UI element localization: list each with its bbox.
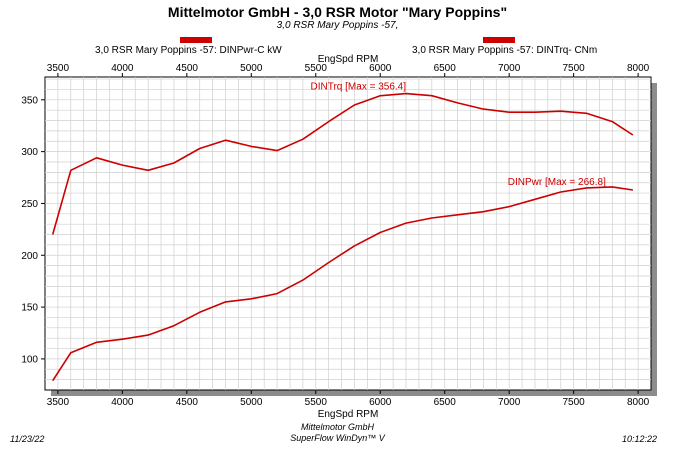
x-tick-label-top: 4000	[111, 63, 134, 74]
x-tick-label-bottom: 5000	[240, 397, 263, 408]
footer-credits: Mittelmotor GmbH SuperFlow WinDyn™ V	[0, 422, 675, 444]
x-tick-label-top: 6000	[369, 63, 392, 74]
chart-subtitle: 3,0 RSR Mary Poppins -57,	[276, 20, 399, 31]
x-tick-label-top: 3500	[47, 63, 70, 74]
x-tick-label-top: 5500	[305, 63, 328, 74]
y-tick-label: 350	[21, 95, 38, 106]
footer-company: Mittelmotor GmbH	[300, 422, 374, 432]
x-tick-label-top: 8000	[627, 63, 650, 74]
y-tick-label: 150	[21, 303, 38, 314]
x-tick-label-bottom: 3500	[47, 397, 70, 408]
x-tick-label-bottom: 8000	[627, 397, 650, 408]
legend-swatch-power	[180, 37, 212, 43]
y-tick-label: 300	[21, 147, 38, 158]
x-tick-label-bottom: 7500	[563, 397, 586, 408]
series-annotation-dintrq: DINTrq [Max = 356.4]	[311, 82, 407, 93]
x-tick-label-bottom: 4500	[176, 397, 199, 408]
series-annotation-dinpwr: DINPwr [Max = 266.8]	[508, 177, 606, 188]
y-tick-label: 100	[21, 354, 38, 365]
footer-date: 11/23/22	[10, 434, 45, 444]
x-tick-label-top: 7500	[563, 63, 586, 74]
x-tick-label-bottom: 6000	[369, 397, 392, 408]
y-tick-label: 200	[21, 251, 38, 262]
series-line-dintrq	[51, 92, 634, 235]
x-tick-label-top: 4500	[176, 63, 199, 74]
x-tick-label-bottom: 5500	[305, 397, 328, 408]
legend-swatch-torque	[483, 37, 515, 43]
footer-time: 10:12:22	[622, 434, 658, 444]
x-tick-label-top: 7000	[498, 63, 521, 74]
x-tick-label-bottom: 7000	[498, 397, 521, 408]
series-line-dinpwr	[52, 186, 634, 382]
plot-area	[44, 76, 652, 391]
footer-software: SuperFlow WinDyn™ V	[290, 433, 385, 443]
x-tick-label-bottom: 6500	[434, 397, 457, 408]
x-axis-label-top: EngSpd RPM	[318, 54, 379, 65]
legend-label-torque: 3,0 RSR Mary Poppins -57: DINTrq- CNm	[412, 45, 598, 56]
chart-title: Mittelmotor GmbH - 3,0 RSR Motor "Mary P…	[167, 4, 508, 20]
legend-label-power: 3,0 RSR Mary Poppins -57: DINPwr-C kW	[95, 45, 282, 56]
x-tick-label-bottom: 4000	[111, 397, 134, 408]
x-tick-label-top: 6500	[434, 63, 457, 74]
x-tick-label-top: 5000	[240, 63, 263, 74]
x-axis-label-bottom: EngSpd RPM	[318, 409, 379, 420]
y-tick-label: 250	[21, 199, 38, 210]
